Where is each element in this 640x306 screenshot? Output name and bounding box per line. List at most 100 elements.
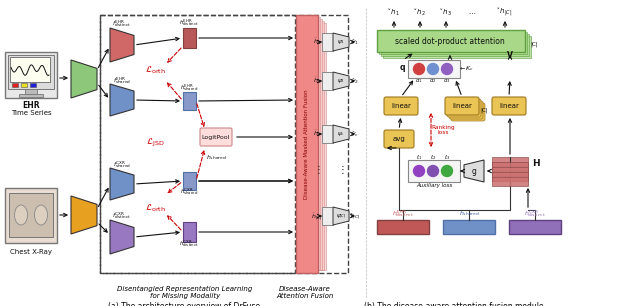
Bar [9,193,53,237]
Text: $\mathcal{L}_{\rm orth}$: $\mathcal{L}_{\rm orth}$ [145,64,165,76]
Bar [183,28,196,48]
Bar [8,55,54,89]
Bar [21,83,27,87]
Bar [298,17,320,270]
Text: $\hat{y}_2$: $\hat{y}_2$ [351,76,359,86]
Bar [381,34,529,56]
FancyBboxPatch shape [384,97,418,115]
Text: $\mathbf{q}$: $\mathbf{q}$ [399,64,405,74]
Text: Disease-Aware
Attention Fusion: Disease-Aware Attention Fusion [276,286,333,299]
Bar [443,220,495,234]
Circle shape [442,166,452,177]
FancyBboxPatch shape [447,99,481,117]
Bar [19,94,43,97]
Text: LogitPool: LogitPool [202,135,230,140]
Bar [492,167,528,176]
Text: $h^{\rm EHR}_{\rm distinct}$: $h^{\rm EHR}_{\rm distinct}$ [392,209,414,219]
Text: $\mathbf{H}$: $\mathbf{H}$ [532,158,540,169]
Text: $f^{\rm EHR}_{\rm shared}$: $f^{\rm EHR}_{\rm shared}$ [113,76,131,86]
Bar [183,92,196,110]
Bar [377,220,429,234]
Text: Ranking
loss: Ranking loss [431,125,455,135]
Text: $f^{\rm CXR}_{\rm distinct}$: $f^{\rm CXR}_{\rm distinct}$ [113,211,132,222]
Bar [12,83,18,87]
Text: linear: linear [452,103,472,109]
Polygon shape [71,196,97,234]
Bar [296,15,318,273]
Bar [10,57,50,82]
Text: $\check{h}_2$: $\check{h}_2$ [414,6,426,18]
Text: Disease-Aware Masked Attention Fusion: Disease-Aware Masked Attention Fusion [305,89,310,199]
Text: $\psi_1$: $\psi_1$ [337,38,345,46]
Text: $\check{h}_{|C|}$: $\check{h}_{|C|}$ [497,6,513,18]
Polygon shape [333,33,349,51]
Text: (b) The disease-aware attention fusion module.: (b) The disease-aware attention fusion m… [364,302,546,306]
Polygon shape [110,84,134,116]
FancyBboxPatch shape [449,101,483,119]
Text: $h^{\rm EHR}_{\rm distinct}$: $h^{\rm EHR}_{\rm distinct}$ [179,18,199,28]
Text: $\alpha_1$: $\alpha_1$ [415,77,423,85]
Text: Chest X-Ray: Chest X-Ray [10,249,52,255]
Text: $\vdots$: $\vdots$ [314,163,321,177]
Text: linear: linear [499,103,519,109]
FancyBboxPatch shape [384,130,414,148]
Bar [322,72,333,90]
Text: $\vdots$: $\vdots$ [337,163,345,177]
Polygon shape [464,160,484,182]
Text: $\check{h}_3$: $\check{h}_3$ [440,6,452,18]
Text: linear: linear [391,103,411,109]
Bar [509,220,561,234]
Bar [492,162,528,171]
Text: $\hat{y}_c$: $\hat{y}_c$ [351,129,359,139]
Polygon shape [110,220,134,254]
Circle shape [413,166,424,177]
Text: $\mathcal{L}_{\rm JSD}$: $\mathcal{L}_{\rm JSD}$ [146,137,164,149]
FancyBboxPatch shape [445,97,479,115]
Text: $\ell_1$: $\ell_1$ [416,154,422,162]
Ellipse shape [35,205,47,225]
Bar [322,33,333,51]
Text: $\tilde{h}_2$: $\tilde{h}_2$ [313,76,321,86]
Text: $\leftarrow K_c$: $\leftarrow K_c$ [458,65,474,73]
Ellipse shape [15,205,28,225]
Text: $\alpha_3$: $\alpha_3$ [444,77,451,85]
Text: $h_{\rm shared}$: $h_{\rm shared}$ [205,154,227,162]
Polygon shape [110,168,134,200]
Text: $\psi_c$: $\psi_c$ [337,130,345,138]
Circle shape [442,64,452,74]
Text: EHR: EHR [22,102,40,110]
Circle shape [413,64,424,74]
Text: $h^{\rm CXR}_{\rm distinct}$: $h^{\rm CXR}_{\rm distinct}$ [524,209,546,219]
Text: $f^{\rm CXR}_{\rm shared}$: $f^{\rm CXR}_{\rm shared}$ [113,160,131,170]
Text: $h^{\rm CXR}_{\rm distinct}$: $h^{\rm CXR}_{\rm distinct}$ [179,239,199,249]
Text: avg: avg [392,136,405,142]
Text: Disentangled Representation Learning
for Missing Modality: Disentangled Representation Learning for… [117,286,253,299]
Polygon shape [333,207,349,225]
Text: $\ell_3$: $\ell_3$ [444,154,450,162]
Text: g: g [472,166,476,176]
Text: $\tilde{h}_1$: $\tilde{h}_1$ [313,37,321,47]
Bar [322,207,333,225]
Text: $\psi_{|C|}$: $\psi_{|C|}$ [336,212,346,220]
Text: scaled dot-product attention: scaled dot-product attention [395,36,505,46]
Bar [5,188,57,243]
Text: $\tilde{h}_{|C|}$: $\tilde{h}_{|C|}$ [311,211,323,221]
Bar [492,157,528,166]
Bar [408,60,460,78]
Bar [383,36,531,58]
Circle shape [428,166,438,177]
Polygon shape [71,60,97,98]
Bar [492,177,528,186]
Polygon shape [333,72,349,90]
FancyBboxPatch shape [492,97,526,115]
Bar [183,222,196,242]
Text: (a) The architecture overview of DrFuse.: (a) The architecture overview of DrFuse. [108,302,262,306]
Text: $h_{\rm shared}$: $h_{\rm shared}$ [459,210,479,218]
Bar [377,30,525,52]
Text: |C|: |C| [530,41,538,47]
Text: $h^{\rm CXR}_{\rm shared}$: $h^{\rm CXR}_{\rm shared}$ [180,187,198,197]
Text: |C|: |C| [480,107,488,113]
Text: $\mathbf{V}$: $\mathbf{V}$ [506,50,514,61]
Text: $\tilde{h}_c$: $\tilde{h}_c$ [313,129,321,139]
Text: Time Series: Time Series [11,110,51,116]
